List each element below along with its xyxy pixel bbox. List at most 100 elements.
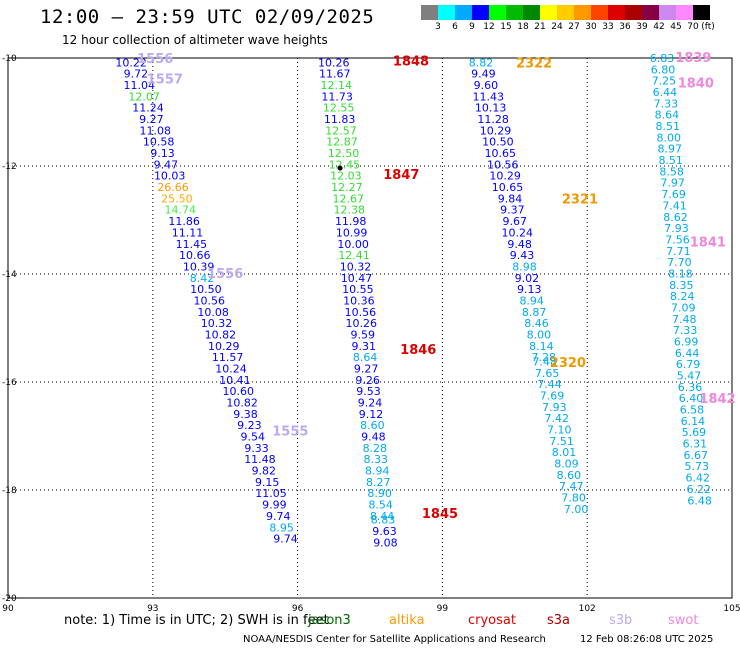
wave-height-value: 9.31	[351, 340, 376, 353]
wave-height-value: 6.67	[684, 449, 709, 462]
color-scale-swatch	[506, 5, 523, 20]
wave-height-value: 10.00	[337, 238, 369, 251]
wave-height-value: 8.24	[670, 290, 695, 303]
color-scale-swatch	[540, 5, 557, 20]
wave-height-value: 8.14	[529, 340, 554, 353]
x-tick-label: 105	[723, 604, 740, 614]
wave-height-value: 11.04	[124, 79, 156, 92]
wave-height-value: 12.14	[320, 79, 352, 92]
wave-height-value: 7.44	[537, 378, 562, 391]
pass-time-label: 1555	[272, 425, 308, 440]
wave-height-value: 25.50	[161, 192, 193, 205]
wave-height-value: 12.38	[333, 204, 365, 217]
color-scale-label: 30	[585, 22, 597, 32]
wave-height-value: 9.26	[355, 374, 380, 387]
plot-frame	[7, 57, 733, 599]
x-tick-label: 99	[437, 604, 449, 614]
color-scale-swatch	[489, 5, 506, 20]
wave-height-value: 11.11	[172, 226, 204, 239]
wave-height-value: 8.28	[363, 442, 388, 455]
wave-height-value: 8.60	[360, 419, 385, 432]
pass-time-label: 1845	[422, 507, 458, 522]
color-scale-label: 36	[619, 22, 631, 32]
wave-height-value: 8.60	[557, 469, 582, 482]
color-scale-label: 21	[534, 22, 546, 32]
wave-height-value: 12.67	[333, 192, 365, 205]
wave-height-value: 8.98	[512, 260, 537, 273]
wave-height-value: 11.57	[212, 351, 244, 364]
wave-height-value: 10.22	[115, 56, 147, 69]
wave-height-value: 6.44	[675, 347, 700, 360]
pass-time-label: 1840	[678, 76, 714, 91]
wave-height-value: 8.90	[367, 487, 392, 500]
wave-height-value: 8.94	[519, 294, 544, 307]
pass-time-label: 1842	[699, 392, 735, 407]
wave-height-value: 9.48	[507, 238, 532, 251]
wave-height-value: 8.09	[554, 458, 579, 471]
wave-height-value: 7.93	[664, 222, 689, 235]
wave-height-value: 7.97	[660, 177, 685, 190]
pass-time-label: 1556	[207, 267, 243, 282]
color-scale-swatch	[472, 5, 489, 20]
wave-height-value: 10.56	[487, 158, 519, 171]
wave-height-value: 10.29	[480, 124, 512, 137]
wave-height-value: 7.41	[662, 199, 687, 212]
legend-item-swot: swot	[668, 613, 699, 628]
wave-height-value: 9.27	[139, 113, 164, 126]
wave-height-value: 6.99	[674, 336, 699, 349]
wave-height-value: 9.99	[262, 499, 287, 512]
wave-height-value: 9.24	[358, 397, 383, 410]
wave-height-value: 9.08	[373, 536, 398, 549]
wave-height-value: 7.69	[540, 390, 565, 403]
pass-time-label: 1556	[137, 52, 173, 67]
y-tick-label: -20	[2, 594, 17, 604]
color-scale-label: 45	[670, 22, 682, 32]
legend-item-jason3: jason3	[308, 613, 351, 628]
wave-height-value: 7.70	[667, 256, 692, 269]
wave-height-value: 7.65	[535, 367, 560, 380]
color-scale-unit: (ft)	[701, 22, 715, 32]
color-scale-label: 3	[435, 22, 441, 32]
x-tick-label: 102	[579, 604, 596, 614]
pass-time-label: 1848	[393, 55, 429, 70]
pass-time-label: 2322	[516, 56, 552, 71]
wave-height-value: 9.59	[351, 328, 376, 341]
wave-height-value: 10.65	[485, 147, 517, 160]
wave-height-value: 9.74	[273, 533, 298, 546]
wave-height-value: 9.72	[124, 68, 149, 81]
color-scale-swatch	[557, 5, 574, 20]
wave-height-value: 6.48	[687, 494, 712, 507]
wave-height-value: 6.31	[683, 438, 708, 451]
wave-height-value: 6.22	[686, 483, 711, 496]
wave-height-value: 11.05	[255, 487, 287, 500]
wave-height-value: 5.73	[685, 460, 710, 473]
wave-height-value: 6.80	[651, 63, 676, 76]
pass-time-label: 2320	[550, 356, 586, 371]
wave-height-value: 10.55	[342, 283, 374, 296]
wave-height-value: 7.93	[542, 401, 567, 414]
wave-height-value: 8.35	[669, 279, 694, 292]
wave-height-value: 9.02	[515, 272, 540, 285]
color-scale-swatch	[455, 5, 472, 20]
color-scale-swatch	[438, 5, 455, 20]
color-scale-swatch	[676, 5, 693, 20]
color-scale-label: 42	[653, 22, 665, 32]
color-scale-label: 70	[687, 22, 699, 32]
color-scale-label: 15	[500, 22, 512, 32]
wave-height-value: 9.54	[240, 431, 265, 444]
wave-height-value: 6.14	[681, 415, 706, 428]
wave-height-value: 5.69	[682, 426, 707, 439]
pass-time-label: 1557	[147, 73, 183, 88]
wave-height-value: 10.50	[190, 283, 222, 296]
wave-height-value: 5.47	[677, 370, 702, 383]
wave-height-value: 8.62	[663, 211, 688, 224]
wave-height-value: 11.83	[324, 113, 356, 126]
wave-height-value: 9.74	[266, 510, 291, 523]
wave-height-value: 7.51	[549, 435, 574, 448]
wave-height-value: 10.41	[219, 374, 251, 387]
wave-height-value: 10.32	[201, 317, 233, 330]
color-scale-swatch	[523, 5, 540, 20]
wave-height-value: 9.63	[372, 525, 397, 538]
wave-height-value: 9.67	[503, 215, 528, 228]
wave-height-value: 6.40	[679, 392, 704, 405]
